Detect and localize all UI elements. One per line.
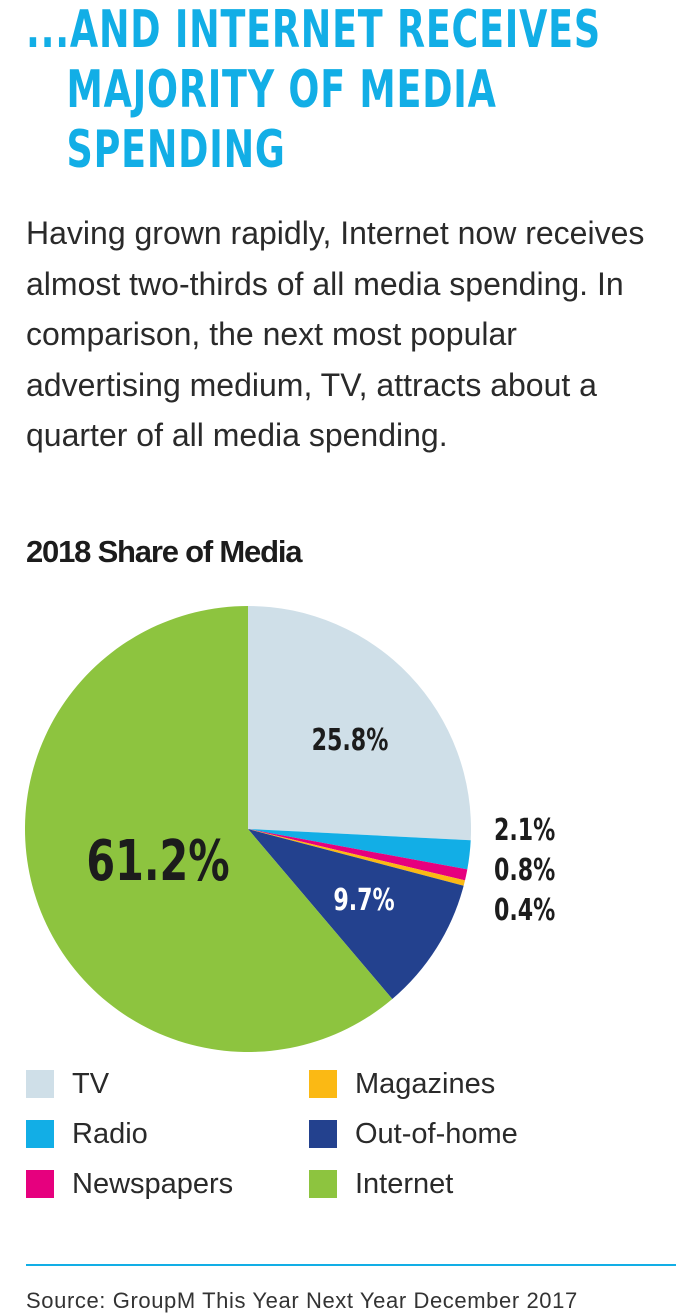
legend-label-radio: Radio	[72, 1117, 148, 1150]
heading-line-3: SPENDING	[66, 120, 286, 180]
legend-swatch-tv	[26, 1070, 54, 1098]
legend-label-out-of-home: Out-of-home	[355, 1117, 518, 1150]
legend-label-newspapers: Newspapers	[72, 1167, 234, 1200]
legend-label-internet: Internet	[355, 1167, 454, 1200]
slice-label-tv: 25.8%	[312, 724, 389, 758]
source-note: Source: GroupM This Year Next Year Decem…	[26, 1288, 578, 1313]
legend-item-internet: Internet	[309, 1164, 453, 1204]
legend-swatch-newspapers	[26, 1170, 54, 1198]
pie-slice-out-of-home	[248, 829, 464, 1000]
chart-legend: TV Radio Newspapers Magazines Out-of-home Int…	[0, 1064, 681, 1224]
slice-label-radio: 2.1%	[494, 814, 555, 848]
legend-label-tv: TV	[72, 1067, 110, 1100]
legend-swatch-out-of-home	[309, 1120, 337, 1148]
pie-slice-newspapers	[248, 829, 468, 881]
pie-slice-magazines	[248, 829, 465, 886]
legend-swatch-radio	[26, 1120, 54, 1148]
legend-swatch-magazines	[309, 1070, 337, 1098]
legend-item-tv: TV	[26, 1064, 109, 1104]
slice-label-newspapers: 0.8%	[494, 854, 555, 888]
legend-item-radio: Radio	[26, 1114, 148, 1154]
slice-label-out-of-home: 9.7%	[333, 884, 394, 918]
page-heading: ...AND INTERNET RECEIVES MAJORITY OF MED…	[26, 0, 601, 180]
legend-swatch-internet	[309, 1170, 337, 1198]
heading-line-2: MAJORITY OF MEDIA	[66, 60, 497, 120]
slice-label-internet: 61.2%	[86, 829, 229, 895]
legend-item-magazines: Magazines	[309, 1064, 495, 1104]
intro-paragraph: Having grown rapidly, Internet now recei…	[26, 215, 645, 453]
source-divider	[26, 1264, 676, 1266]
legend-item-out-of-home: Out-of-home	[309, 1114, 518, 1154]
pie-slice-internet	[24, 605, 393, 1052]
pie-slice-tv	[248, 606, 472, 841]
slice-label-magazines: 0.4%	[494, 894, 555, 928]
chart-title: 2018 Share of Media	[26, 534, 302, 569]
legend-item-newspapers: Newspapers	[26, 1164, 233, 1204]
legend-label-magazines: Magazines	[355, 1067, 496, 1100]
heading-line-1: ...AND INTERNET RECEIVES	[26, 0, 601, 60]
pie-slice-radio	[248, 829, 471, 870]
pie-chart: 25.8% 2.1% 0.8% 0.4% 9.7% 61.2%	[24, 605, 555, 1052]
